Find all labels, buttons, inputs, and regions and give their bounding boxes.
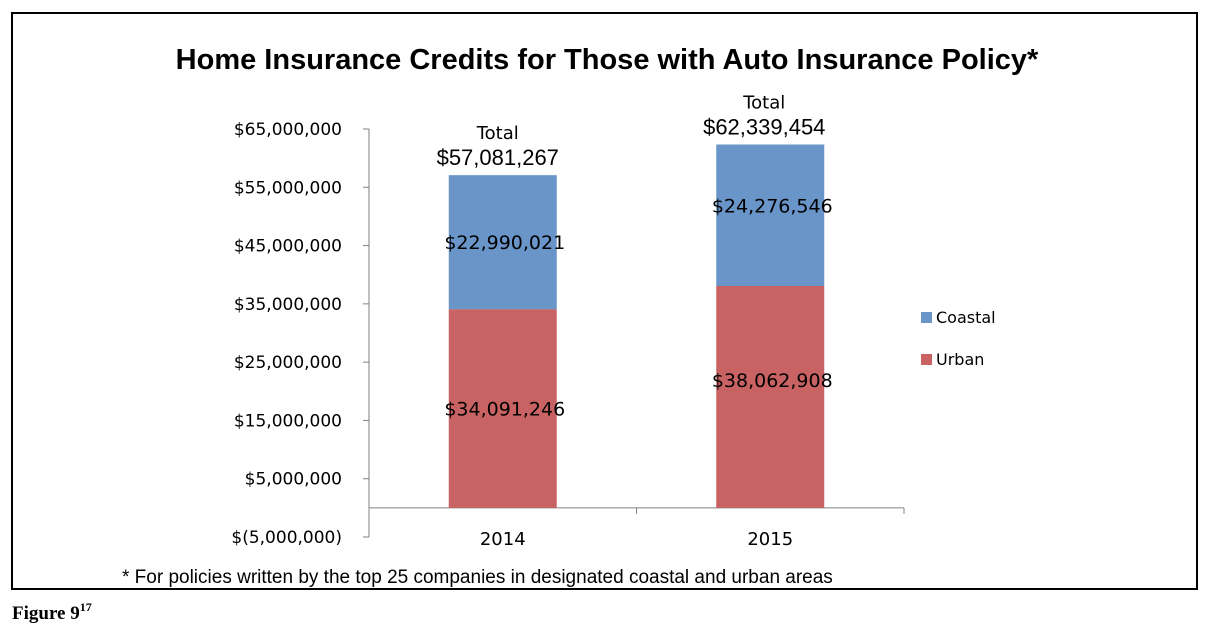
x-category-label: 2014 <box>480 529 526 550</box>
figure-label: Figure 917 <box>12 600 92 625</box>
figure-superscript: 17 <box>79 600 92 614</box>
legend-swatch-coastal <box>921 312 932 323</box>
legend-label: Urban <box>936 350 984 369</box>
y-tick-label: $65,000,000 <box>234 120 342 140</box>
data-label: $22,990,021 <box>444 232 565 254</box>
legend-swatch-urban <box>921 354 932 365</box>
data-label: $34,091,246 <box>444 399 565 421</box>
figure-frame <box>11 12 1198 590</box>
footnote: * For policies written by the top 25 com… <box>122 567 833 588</box>
bar-coastal-2014 <box>448 175 557 310</box>
bar-coastal-2015 <box>716 144 825 287</box>
y-tick-label: $35,000,000 <box>234 295 342 315</box>
total-caption: Total <box>742 93 785 114</box>
total-value: $62,339,454 <box>703 115 825 140</box>
bar-urban-2014 <box>448 309 557 508</box>
data-label: $38,062,908 <box>712 370 833 392</box>
y-tick-label: $(5,000,000) <box>231 528 342 548</box>
legend-label: Coastal <box>936 308 996 327</box>
x-category-label: 2015 <box>747 529 793 550</box>
bar-urban-2015 <box>716 286 825 508</box>
total-caption: Total <box>476 123 519 144</box>
data-label: $24,276,546 <box>712 195 833 217</box>
y-tick-label: $25,000,000 <box>234 353 342 373</box>
y-tick-label: $15,000,000 <box>234 411 342 431</box>
y-tick-label: $45,000,000 <box>234 237 342 257</box>
y-tick-label: $5,000,000 <box>245 470 342 490</box>
total-value: $57,081,267 <box>437 145 559 170</box>
figure-label-text: Figure 9 <box>12 603 80 624</box>
y-tick-label: $55,000,000 <box>234 178 342 198</box>
chart-title: Home Insurance Credits for Those with Au… <box>175 44 1039 76</box>
